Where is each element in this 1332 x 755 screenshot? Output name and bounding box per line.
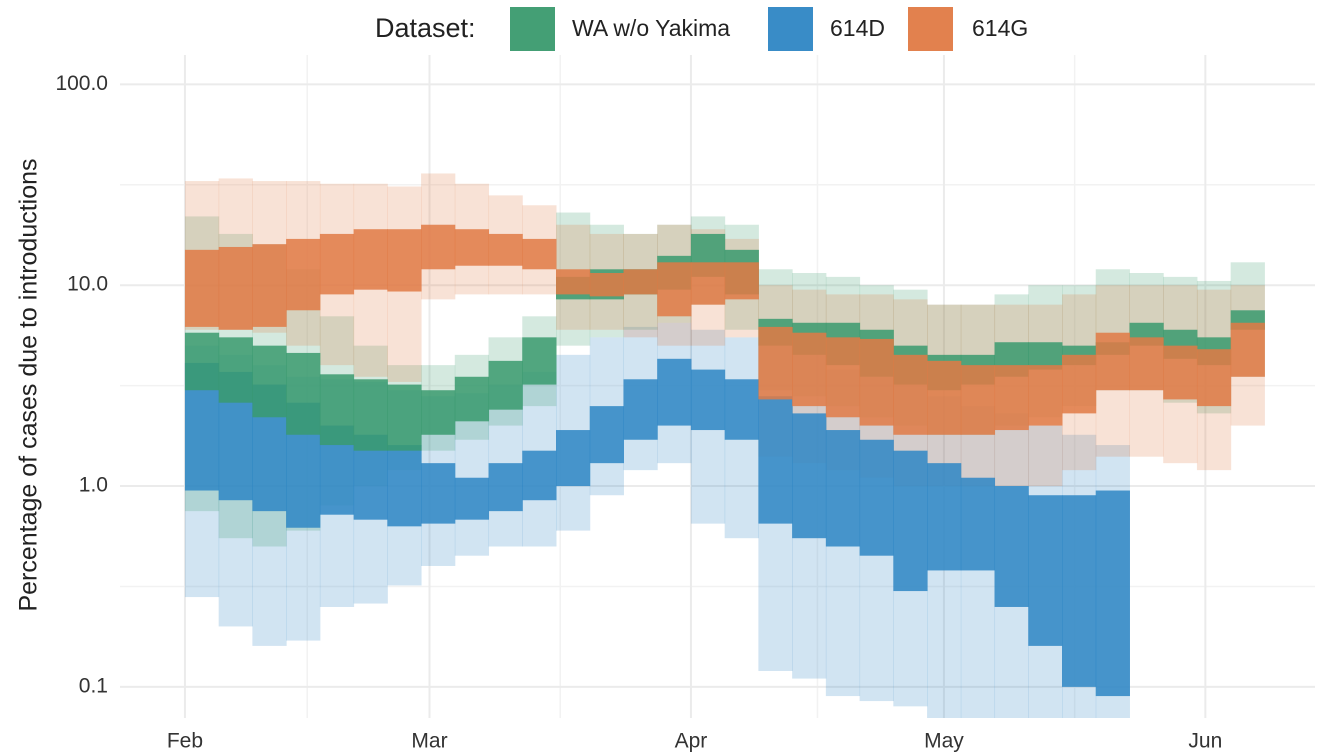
inner-band xyxy=(421,224,456,270)
inner-band xyxy=(657,358,692,426)
inner-band xyxy=(724,262,759,300)
legend-swatch xyxy=(768,7,813,51)
inner-band xyxy=(488,360,523,410)
x-tick-label: May xyxy=(924,730,964,753)
inner-band xyxy=(758,326,793,400)
inner-band xyxy=(724,379,759,440)
x-tick-label: Mar xyxy=(411,730,447,753)
inner-band xyxy=(488,463,523,512)
legend-swatch xyxy=(908,7,953,51)
inner-band xyxy=(825,430,861,547)
inner-band xyxy=(421,463,456,524)
y-axis-label: Percentage of cases due to introductions xyxy=(15,158,43,611)
inner-band xyxy=(319,374,355,446)
inner-band xyxy=(454,229,490,266)
inner-band xyxy=(1028,495,1063,646)
inner-band xyxy=(319,233,355,295)
legend-swatch xyxy=(510,7,555,51)
inner-band xyxy=(1196,349,1232,407)
legend-label: 614D xyxy=(830,15,885,41)
y-tick-label: 100.0 xyxy=(55,72,108,95)
inner-band xyxy=(421,390,456,435)
inner-band xyxy=(488,233,523,266)
inner-band xyxy=(893,354,928,435)
inner-band xyxy=(589,273,624,297)
inner-band xyxy=(522,450,557,501)
inner-band xyxy=(859,439,894,556)
inner-band xyxy=(893,450,928,592)
inner-band xyxy=(825,337,861,418)
inner-band xyxy=(623,269,658,295)
inner-band xyxy=(960,365,996,435)
y-tick-label: 1.0 xyxy=(79,474,108,497)
inner-band xyxy=(792,332,827,407)
inner-band xyxy=(353,229,388,290)
x-tick-label: Jun xyxy=(1188,730,1222,753)
inner-band xyxy=(927,360,962,435)
inner-band xyxy=(1095,332,1130,391)
inner-band xyxy=(1163,345,1198,400)
inner-band xyxy=(252,244,287,327)
y-tick-label: 0.1 xyxy=(79,674,108,697)
x-tick-label: Feb xyxy=(167,730,203,753)
inner-band xyxy=(286,238,321,311)
inner-band xyxy=(1129,337,1164,391)
inner-band xyxy=(286,352,321,435)
inner-band xyxy=(1230,322,1265,377)
inner-band xyxy=(1028,342,1063,370)
inner-band xyxy=(454,376,490,422)
inner-band xyxy=(994,365,1029,431)
inner-band xyxy=(353,379,388,451)
inner-band xyxy=(690,262,726,305)
inner-band xyxy=(454,477,490,520)
y-tick-label: 10.0 xyxy=(67,273,108,296)
inner-band xyxy=(387,229,422,292)
inner-band xyxy=(1095,490,1130,697)
inner-band xyxy=(994,486,1029,607)
inner-band xyxy=(859,338,894,426)
inner-band xyxy=(589,406,624,464)
inner-band xyxy=(690,369,726,431)
inner-band xyxy=(927,463,962,571)
x-tick-label: Apr xyxy=(675,730,708,753)
inner-band xyxy=(522,238,557,270)
inner-band xyxy=(657,262,692,317)
inner-band xyxy=(218,337,253,403)
inner-band xyxy=(387,384,422,451)
legend-label: 614G xyxy=(972,15,1028,41)
inner-band xyxy=(218,246,253,330)
legend-label: WA w/o Yakima xyxy=(572,15,730,41)
inner-band xyxy=(556,430,591,487)
inner-band xyxy=(522,337,557,385)
inner-band xyxy=(960,477,996,571)
inner-band xyxy=(252,345,287,418)
inner-band xyxy=(387,445,422,527)
inner-band xyxy=(758,396,793,524)
inner-band xyxy=(184,332,220,391)
legend-title: Dataset: xyxy=(375,13,476,43)
inner-band xyxy=(1028,365,1063,426)
inner-band xyxy=(792,413,827,539)
inner-band xyxy=(1062,354,1097,414)
inner-band xyxy=(556,269,591,295)
inner-band xyxy=(1062,495,1097,687)
inner-band xyxy=(623,379,658,440)
inner-band xyxy=(184,249,220,327)
